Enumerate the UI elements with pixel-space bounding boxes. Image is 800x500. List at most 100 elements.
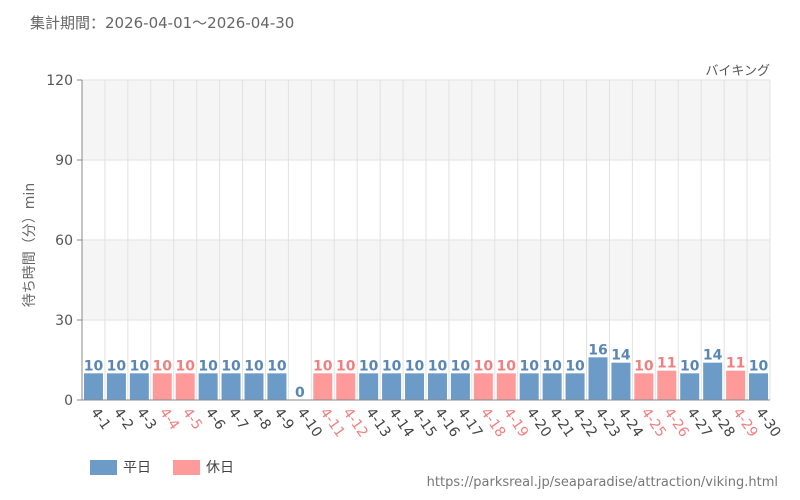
bar-value-label: 10: [221, 358, 241, 374]
x-tick-label: 4-20: [523, 405, 554, 440]
bar[interactable]: [336, 373, 356, 400]
x-tick-label: 4-27: [683, 405, 714, 440]
bar[interactable]: [221, 373, 241, 400]
x-tick-label: 4-18: [477, 405, 508, 440]
bar-value-label: 10: [680, 358, 700, 374]
legend-item-weekday[interactable]: 平日: [90, 457, 151, 477]
bar-value-label: 10: [198, 358, 218, 374]
bar-value-label: 10: [153, 358, 173, 374]
x-tick-label: 4-23: [592, 405, 623, 440]
x-tick-label: 4-6: [202, 405, 228, 433]
bar[interactable]: [657, 370, 677, 400]
bar[interactable]: [611, 362, 631, 400]
x-tick-label: 4-15: [408, 405, 439, 440]
bar-value-label: 10: [451, 358, 471, 374]
bar-value-label: 10: [336, 358, 356, 374]
x-tick-label: 4-14: [385, 405, 416, 440]
x-tick-label: 4-9: [271, 405, 297, 433]
legend-label-holiday: 休日: [206, 460, 234, 476]
x-tick-label: 4-7: [225, 405, 251, 433]
bar-value-label: 10: [359, 358, 379, 374]
bar[interactable]: [680, 373, 700, 400]
bar[interactable]: [749, 373, 769, 400]
legend-swatch-holiday: [173, 459, 200, 475]
bar-value-label: 10: [565, 358, 585, 374]
bar[interactable]: [359, 373, 379, 400]
bar[interactable]: [83, 373, 103, 400]
x-tick-label: 4-17: [454, 405, 485, 440]
bar[interactable]: [427, 373, 447, 400]
bar[interactable]: [496, 373, 516, 400]
bar-value-label: 10: [634, 358, 654, 374]
x-tick-label: 4-26: [661, 405, 692, 440]
x-tick-label: 4-12: [339, 405, 370, 440]
bar-value-label: 0: [295, 385, 305, 401]
x-tick-label: 4-22: [569, 405, 600, 440]
bar-value-label: 10: [474, 358, 494, 374]
bar-value-label: 10: [497, 358, 517, 374]
bar[interactable]: [542, 373, 562, 400]
y-tick-label: 0: [64, 393, 73, 409]
x-tick-label: 4-10: [294, 405, 325, 440]
bar[interactable]: [267, 373, 287, 400]
x-tick-label: 4-21: [546, 405, 577, 440]
attraction-name: バイキング: [705, 64, 770, 79]
x-tick-label: 4-30: [752, 405, 783, 440]
y-tick-label: 30: [55, 313, 73, 329]
bar-value-label: 10: [405, 358, 425, 374]
bar[interactable]: [565, 373, 585, 400]
bar[interactable]: [405, 373, 425, 400]
bar[interactable]: [313, 373, 333, 400]
legend-item-holiday[interactable]: 休日: [173, 457, 234, 477]
bar[interactable]: [244, 373, 264, 400]
bar[interactable]: [726, 370, 746, 400]
x-tick-label: 4-3: [133, 405, 159, 433]
bar[interactable]: [106, 373, 126, 400]
bar[interactable]: [634, 373, 654, 400]
x-tick-label: 4-19: [500, 405, 531, 440]
x-tick-label: 4-25: [638, 405, 669, 440]
bar[interactable]: [198, 373, 218, 400]
bar-value-label: 11: [726, 356, 745, 372]
x-tick-label: 4-2: [110, 405, 136, 433]
bar-value-label: 11: [657, 356, 676, 372]
period-label: 集計期間：2026-04-01～2026-04-30: [30, 14, 295, 32]
bar-value-label: 10: [313, 358, 333, 374]
bar[interactable]: [703, 362, 723, 400]
bar-value-label: 10: [267, 358, 287, 374]
bar[interactable]: [129, 373, 149, 400]
x-tick-label: 4-4: [156, 405, 182, 433]
x-tick-label: 4-11: [317, 405, 348, 440]
bar-value-label: 10: [84, 358, 104, 374]
bar-value-label: 14: [611, 348, 631, 364]
x-tick-label: 4-29: [729, 405, 760, 440]
bar-value-label: 10: [749, 358, 769, 374]
bar-value-label: 10: [244, 358, 264, 374]
bar[interactable]: [382, 373, 402, 400]
bar-value-label: 10: [107, 358, 127, 374]
y-tick-label: 60: [55, 233, 73, 249]
bar[interactable]: [519, 373, 539, 400]
bar-value-label: 10: [130, 358, 150, 374]
x-tick-label: 4-1: [87, 405, 113, 433]
bar[interactable]: [152, 373, 172, 400]
x-tick-label: 4-13: [362, 405, 393, 440]
bar-value-label: 14: [703, 348, 723, 364]
x-tick-label: 4-5: [179, 405, 205, 433]
legend: 平日 休日: [90, 457, 234, 477]
bar[interactable]: [175, 373, 195, 400]
x-tick-label: 4-16: [431, 405, 462, 440]
y-tick-label: 90: [55, 153, 73, 169]
bar-value-label: 10: [519, 358, 539, 374]
bar[interactable]: [450, 373, 470, 400]
bar[interactable]: [473, 373, 493, 400]
source-url[interactable]: https://parksreal.jp/seaparadise/attract…: [426, 475, 778, 490]
bar[interactable]: [588, 357, 608, 400]
bar-value-label: 10: [542, 358, 562, 374]
x-tick-label: 4-28: [706, 405, 737, 440]
bar-value-label: 10: [428, 358, 448, 374]
bar-value-label: 10: [175, 358, 195, 374]
x-tick-label: 4-8: [248, 405, 274, 433]
legend-swatch-weekday: [90, 459, 117, 475]
